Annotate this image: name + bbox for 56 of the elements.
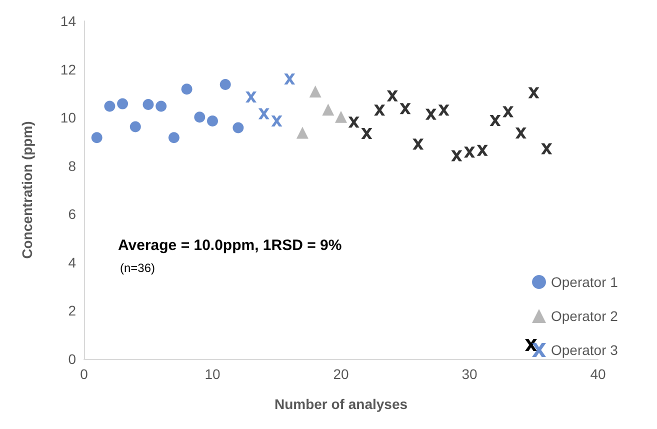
x-tick-label: 30	[462, 366, 478, 382]
point	[335, 110, 347, 123]
point	[117, 98, 128, 110]
point	[194, 112, 206, 123]
point	[168, 132, 180, 144]
point	[130, 121, 141, 132]
x-axis-title: Number of analyses	[274, 396, 408, 412]
point	[476, 144, 488, 156]
point	[386, 90, 398, 102]
point	[284, 73, 296, 84]
point	[464, 146, 475, 158]
y-tick-label: 14	[60, 13, 76, 29]
annotation: (n=36)	[120, 261, 156, 275]
point	[490, 114, 501, 126]
point	[91, 132, 102, 144]
point	[451, 150, 462, 162]
point	[322, 104, 334, 116]
point	[246, 92, 257, 103]
y-tick-label: 0	[68, 351, 76, 367]
point	[220, 79, 231, 90]
point	[258, 108, 270, 120]
legend-label: Operator 1	[551, 274, 618, 290]
y-tick-label: 10	[60, 110, 76, 126]
point	[232, 122, 244, 134]
point	[207, 115, 218, 126]
point	[142, 99, 154, 110]
point	[296, 126, 308, 139]
point	[156, 100, 167, 112]
x-tick-label: 40	[590, 366, 606, 382]
point	[181, 84, 192, 95]
y-tick-label: 2	[68, 302, 76, 319]
point	[425, 108, 436, 120]
legend-label: Operator 2	[551, 308, 618, 324]
y-tick-label: 4	[68, 254, 76, 270]
point	[400, 103, 411, 114]
x-tick-label: 10	[204, 366, 220, 382]
y-tick-label: 8	[68, 158, 76, 174]
point	[541, 143, 552, 154]
point	[309, 85, 322, 98]
x-tick-label: 20	[333, 366, 349, 382]
point	[528, 87, 540, 98]
y-tick-label: 12	[60, 61, 76, 78]
x-tick-label: 0	[80, 366, 88, 382]
point	[348, 116, 360, 128]
y-axis-title: Concentration (ppm)	[19, 121, 35, 259]
legend-label: Operator 3	[551, 342, 618, 358]
point	[438, 104, 450, 116]
point	[502, 106, 514, 118]
point	[361, 128, 372, 140]
y-tick-label: 6	[68, 206, 76, 222]
point	[412, 138, 424, 150]
point	[271, 115, 282, 126]
point	[104, 100, 116, 112]
point	[374, 104, 386, 116]
point	[515, 128, 526, 139]
annotation: Average = 10.0ppm, 1RSD = 9%	[118, 237, 342, 254]
